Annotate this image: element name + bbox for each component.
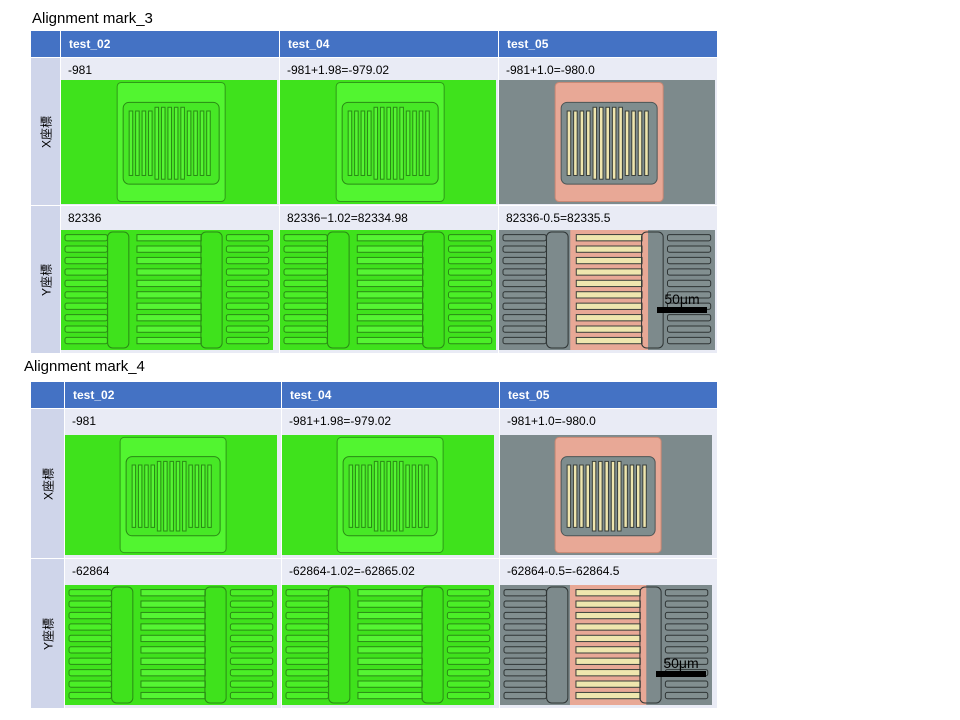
micrograph-image xyxy=(500,435,712,555)
x-value: -981 xyxy=(68,63,93,77)
section-title-mark4: Alignment mark_4 xyxy=(24,358,145,375)
scale-bar-label: 50μm xyxy=(663,655,699,671)
y-value: 82336-0.5=82335.5 xyxy=(506,211,611,225)
micrograph-image xyxy=(282,435,494,555)
micrograph-image xyxy=(282,585,494,705)
table-header-row: test_02 test_04 test_05 xyxy=(30,381,718,409)
micrograph-image xyxy=(499,80,715,204)
table-row-y: Y座標 82336 82336−1.02=82334.98 82336-0.5=… xyxy=(30,205,718,354)
x-value: -981+1.0=-980.0 xyxy=(506,63,595,77)
row-label-x: X座標 xyxy=(30,57,61,206)
y-value: -62864 xyxy=(72,564,110,578)
micrograph-image xyxy=(65,585,277,705)
row-label-y: Y座標 xyxy=(30,205,61,354)
cell-y-test04: -62864-1.02=-62865.02 xyxy=(281,558,500,709)
cell-x-test02: -981 xyxy=(64,408,282,559)
micrograph-image xyxy=(61,230,273,350)
cell-x-test02: -981 xyxy=(60,57,280,206)
section-title-mark3: Alignment mark_3 xyxy=(32,10,153,27)
scale-bar: 50μm xyxy=(657,291,707,313)
cell-x-test05: -981+1.0=-980.0 xyxy=(498,57,718,206)
header-corner xyxy=(30,30,61,58)
header-test02: test_02 xyxy=(64,381,282,409)
cell-x-test05: -981+1.0=-980.0 xyxy=(499,408,718,559)
x-value: -981+1.0=-980.0 xyxy=(507,414,596,428)
table-row-x: X座標 -981 -981+1.98=-979.02 -981+1.0=-980… xyxy=(30,57,718,206)
header-test05: test_05 xyxy=(499,381,718,409)
micrograph-image xyxy=(280,80,496,204)
x-value: -981+1.98=-979.02 xyxy=(289,414,392,428)
y-value: 82336−1.02=82334.98 xyxy=(287,211,408,225)
table-row-y: Y座標 -62864 -62864-1.02=-62865.02 -62864-… xyxy=(30,558,718,709)
scale-bar: 50μm xyxy=(656,655,706,677)
micrograph-image xyxy=(499,230,715,350)
x-value: -981+1.98=-979.02 xyxy=(287,63,390,77)
alignment-table-mark3: test_02 test_04 test_05 X座標 -981 -981+1.… xyxy=(30,30,718,354)
y-value: 82336 xyxy=(68,211,102,225)
header-test04: test_04 xyxy=(279,30,499,58)
micrograph-image xyxy=(65,435,277,555)
header-test02: test_02 xyxy=(60,30,280,58)
scale-bar-label: 50μm xyxy=(664,291,700,307)
micrograph-image xyxy=(61,80,277,204)
row-label-x: X座標 xyxy=(30,408,65,559)
row-label-y: Y座標 xyxy=(30,558,65,709)
cell-y-test02: -62864 xyxy=(64,558,282,709)
scale-bar-line xyxy=(656,671,706,677)
alignment-table-mark4: test_02 test_04 test_05 X座標 -981 -981+1.… xyxy=(30,381,718,709)
x-value: -981 xyxy=(72,414,97,428)
y-value: -62864-1.02=-62865.02 xyxy=(289,564,415,578)
scale-bar-line xyxy=(657,307,707,313)
micrograph-image xyxy=(280,230,496,350)
cell-x-test04: -981+1.98=-979.02 xyxy=(281,408,500,559)
micrograph-image xyxy=(500,585,712,705)
cell-y-test05: -62864-0.5=-62864.5 50μm xyxy=(499,558,718,709)
header-test05: test_05 xyxy=(498,30,718,58)
cell-x-test04: -981+1.98=-979.02 xyxy=(279,57,499,206)
cell-y-test05: 82336-0.5=82335.5 50μm xyxy=(498,205,718,354)
y-value: -62864-0.5=-62864.5 xyxy=(507,564,620,578)
table-header-row: test_02 test_04 test_05 xyxy=(30,30,718,58)
header-corner xyxy=(30,381,65,409)
cell-y-test04: 82336−1.02=82334.98 xyxy=(279,205,499,354)
table-row-x: X座標 -981 -981+1.98=-979.02 -981+1.0=-980… xyxy=(30,408,718,559)
header-test04: test_04 xyxy=(281,381,500,409)
cell-y-test02: 82336 xyxy=(60,205,280,354)
